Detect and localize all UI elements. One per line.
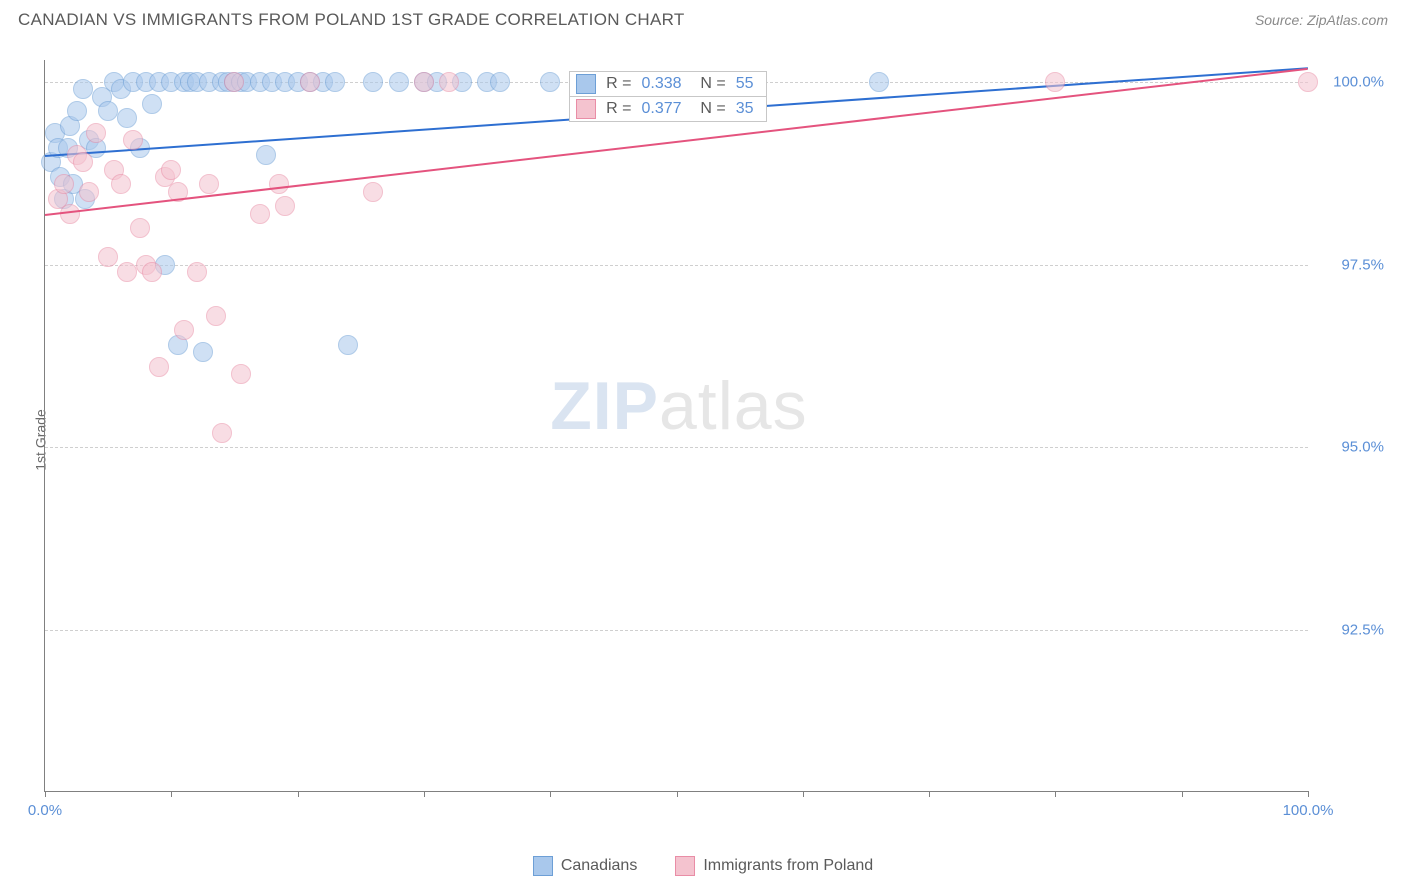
data-point xyxy=(275,196,295,216)
data-point xyxy=(338,335,358,355)
data-point xyxy=(206,306,226,326)
data-point xyxy=(142,94,162,114)
stat-r-label: R = xyxy=(606,100,631,118)
x-tick xyxy=(1055,791,1056,797)
stats-row: R = 0.338 N = 55 xyxy=(570,72,765,96)
data-point xyxy=(79,182,99,202)
data-point xyxy=(250,204,270,224)
data-point xyxy=(269,174,289,194)
stat-r-value: 0.377 xyxy=(641,100,681,118)
x-tick-label: 0.0% xyxy=(28,802,62,819)
y-tick-label: 92.5% xyxy=(1314,622,1384,639)
data-point xyxy=(439,72,459,92)
x-tick xyxy=(1308,791,1309,797)
stat-n-label: N = xyxy=(692,100,726,118)
x-tick xyxy=(424,791,425,797)
data-point xyxy=(117,262,137,282)
data-point xyxy=(869,72,889,92)
x-tick xyxy=(171,791,172,797)
legend-swatch xyxy=(576,74,596,94)
watermark-atlas: atlas xyxy=(659,368,808,444)
chart-title: CANADIAN VS IMMIGRANTS FROM POLAND 1ST G… xyxy=(18,10,685,30)
data-point xyxy=(174,320,194,340)
x-tick xyxy=(1182,791,1183,797)
data-point xyxy=(98,247,118,267)
x-tick xyxy=(298,791,299,797)
gridline xyxy=(45,265,1308,266)
data-point xyxy=(67,101,87,121)
stat-n-value: 35 xyxy=(736,100,754,118)
x-tick xyxy=(677,791,678,797)
legend-swatch xyxy=(533,856,553,876)
data-point xyxy=(193,342,213,362)
data-point xyxy=(73,79,93,99)
legend-swatch xyxy=(675,856,695,876)
stats-row: R = 0.377 N = 35 xyxy=(570,96,765,121)
data-point xyxy=(123,130,143,150)
data-point xyxy=(490,72,510,92)
data-point xyxy=(1298,72,1318,92)
data-point xyxy=(86,123,106,143)
legend-item: Immigrants from Poland xyxy=(675,856,873,876)
legend-item: Canadians xyxy=(533,856,638,876)
data-point xyxy=(161,160,181,180)
legend-swatch xyxy=(576,99,596,119)
data-point xyxy=(224,72,244,92)
stats-box: R = 0.338 N = 55R = 0.377 N = 35 xyxy=(569,71,766,122)
data-point xyxy=(73,152,93,172)
legend-label: Immigrants from Poland xyxy=(703,857,873,875)
data-point xyxy=(389,72,409,92)
legend: Canadians Immigrants from Poland xyxy=(0,856,1406,876)
watermark: ZIPatlas xyxy=(550,367,807,445)
x-tick xyxy=(929,791,930,797)
stat-r-label: R = xyxy=(606,75,631,93)
data-point xyxy=(414,72,434,92)
x-tick xyxy=(550,791,551,797)
data-point xyxy=(325,72,345,92)
data-point xyxy=(300,72,320,92)
data-point xyxy=(363,72,383,92)
data-point xyxy=(142,262,162,282)
source-label: Source: ZipAtlas.com xyxy=(1255,12,1388,28)
data-point xyxy=(98,101,118,121)
data-point xyxy=(149,357,169,377)
x-tick-label: 100.0% xyxy=(1283,802,1334,819)
data-point xyxy=(1045,72,1065,92)
data-point xyxy=(231,364,251,384)
data-point xyxy=(363,182,383,202)
gridline xyxy=(45,447,1308,448)
legend-label: Canadians xyxy=(561,857,638,875)
y-tick-label: 95.0% xyxy=(1314,439,1384,456)
y-tick-label: 100.0% xyxy=(1314,73,1384,90)
scatter-plot: 92.5%95.0%97.5%100.0%0.0%100.0%ZIPatlasR… xyxy=(44,60,1308,792)
data-point xyxy=(212,423,232,443)
x-tick xyxy=(803,791,804,797)
x-tick xyxy=(45,791,46,797)
stat-n-value: 55 xyxy=(736,75,754,93)
watermark-zip: ZIP xyxy=(550,368,659,444)
data-point xyxy=(540,72,560,92)
data-point xyxy=(54,174,74,194)
data-point xyxy=(130,218,150,238)
data-point xyxy=(199,174,219,194)
stat-n-label: N = xyxy=(692,75,726,93)
data-point xyxy=(187,262,207,282)
data-point xyxy=(111,174,131,194)
data-point xyxy=(256,145,276,165)
y-tick-label: 97.5% xyxy=(1314,256,1384,273)
stat-r-value: 0.338 xyxy=(641,75,681,93)
gridline xyxy=(45,630,1308,631)
data-point xyxy=(117,108,137,128)
